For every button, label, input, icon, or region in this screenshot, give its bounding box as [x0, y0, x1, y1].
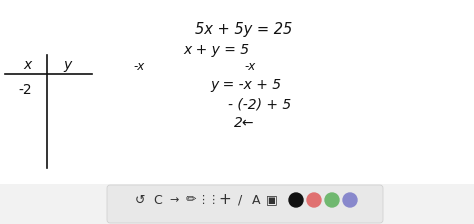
- Circle shape: [307, 193, 321, 207]
- Text: ↺: ↺: [135, 194, 145, 207]
- Text: x + y = 5: x + y = 5: [183, 43, 249, 57]
- Text: 5x + 5y = 25: 5x + 5y = 25: [195, 22, 292, 37]
- Text: A: A: [252, 194, 260, 207]
- Bar: [0, 0, 474, 184]
- Text: 2←: 2←: [234, 116, 255, 130]
- Text: -x: -x: [133, 60, 144, 73]
- Circle shape: [343, 193, 357, 207]
- Text: -x: -x: [244, 60, 255, 73]
- Circle shape: [325, 193, 339, 207]
- Text: y = -x + 5: y = -x + 5: [210, 78, 281, 92]
- Text: - (-2) + 5: - (-2) + 5: [228, 97, 291, 111]
- Text: →: →: [169, 195, 179, 205]
- Circle shape: [289, 193, 303, 207]
- Text: ▣: ▣: [266, 194, 278, 207]
- Text: +: +: [219, 192, 231, 207]
- Text: ⋮⋮: ⋮⋮: [197, 195, 219, 205]
- Text: C: C: [154, 194, 163, 207]
- Text: /: /: [238, 194, 242, 207]
- Text: y: y: [63, 58, 71, 72]
- Text: -2: -2: [18, 83, 32, 97]
- Text: ✏: ✏: [186, 194, 196, 207]
- FancyBboxPatch shape: [107, 185, 383, 223]
- Text: x: x: [23, 58, 31, 72]
